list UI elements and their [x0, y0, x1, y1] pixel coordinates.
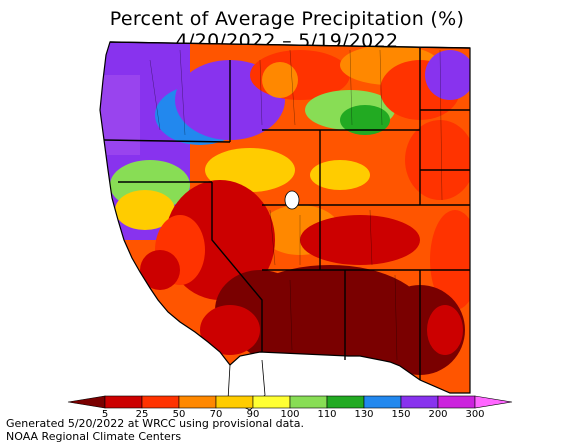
legend-tick-label: 70	[210, 409, 223, 420]
map-title: Percent of Average Precipitation (%)	[109, 8, 465, 30]
legend-swatch	[326, 395, 365, 409]
footer-generated: Generated 5/20/2022 at WRCC using provis…	[6, 417, 304, 430]
legend-tick-label: 130	[354, 409, 373, 420]
legend-swatch	[141, 395, 180, 409]
legend-swatch	[437, 395, 476, 409]
legend-swatch	[363, 395, 402, 409]
legend-swatch	[400, 395, 439, 409]
legend-swatch	[67, 395, 106, 409]
legend-tick-label: 25	[136, 409, 149, 420]
legend-tick-label: 100	[280, 409, 299, 420]
footer-source: NOAA Regional Climate Centers	[6, 430, 182, 443]
legend-tick-label: 110	[317, 409, 336, 420]
legend-tick-label: 5	[102, 409, 108, 420]
legend-swatch	[178, 395, 217, 409]
legend-swatch	[104, 395, 143, 409]
legend-swatch	[215, 395, 254, 409]
legend-swatch	[252, 395, 291, 409]
legend-tick-label: 50	[173, 409, 186, 420]
legend-tick-label: 300	[465, 409, 484, 420]
legend-tick-label: 90	[247, 409, 260, 420]
legend-swatch	[474, 395, 513, 409]
legend-swatch	[289, 395, 328, 409]
legend-tick-label: 150	[391, 409, 410, 420]
legend-tick-label: 200	[428, 409, 447, 420]
